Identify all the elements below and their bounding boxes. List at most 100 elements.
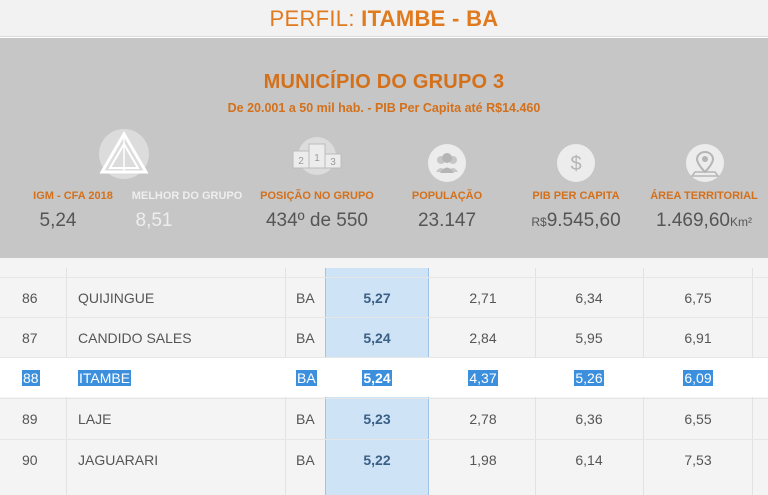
indicator-2-cell: 5,26 <box>536 358 642 398</box>
indicator-2-cell-text: 6,14 <box>575 452 603 468</box>
uf-cell-text: BA <box>296 330 315 346</box>
uf-cell: BA <box>296 358 324 398</box>
group-title: MUNICÍPIO DO GRUPO 3 <box>263 71 505 93</box>
indicator-3-cell: 7,53 <box>644 440 752 480</box>
page-title-name: ITAMBE - BA <box>361 6 499 31</box>
indicator-2-cell: 6,36 <box>536 399 642 439</box>
indicator-3-cell-text: 6,91 <box>684 330 712 346</box>
map-pin-icon <box>686 144 724 182</box>
table-row[interactable]: 86 QUIJINGUE BA 5,27 2,71 6,34 6,75 <box>0 277 768 317</box>
people-icon <box>428 144 466 182</box>
city-cell: JAGUARARI <box>78 440 278 480</box>
svg-text:1: 1 <box>314 153 320 164</box>
indicator-2-cell: 6,14 <box>536 440 642 480</box>
rank-cell-text: 86 <box>22 290 38 306</box>
indicator-3-cell: 6,09 <box>644 358 752 398</box>
uf-cell: BA <box>296 440 324 480</box>
rank-cell: 90 <box>22 440 62 480</box>
table-row[interactable]: 89 LAJE BA 5,23 2,78 6,36 6,55 <box>0 398 768 438</box>
rank-cell-text: 88 <box>22 370 40 386</box>
svg-text:2: 2 <box>298 156 304 167</box>
best-label: MELHOR DO GRUPO <box>131 190 243 202</box>
indicator-2-cell-text: 6,34 <box>575 290 603 306</box>
uf-cell: BA <box>296 399 324 439</box>
table-row[interactable]: 87 CANDIDO SALES BA 5,24 2,84 5,95 6,91 <box>0 317 768 357</box>
indicator-1-cell: 1,98 <box>432 440 534 480</box>
profile-panel: MUNICÍPIO DO GRUPO 3 De 20.001 a 50 mil … <box>0 38 768 258</box>
uf-cell-text: BA <box>296 290 315 306</box>
rank-cell: 88 <box>22 358 62 398</box>
score-cell: 5,27 <box>326 278 428 318</box>
indicator-3-cell: 6,75 <box>644 278 752 318</box>
uf-cell: BA <box>296 318 324 358</box>
rank-cell-text: 90 <box>22 452 38 468</box>
table-row[interactable]: 90 JAGUARARI BA 5,22 1,98 6,14 7,53 <box>0 439 768 479</box>
indicator-1-cell: 2,71 <box>432 278 534 318</box>
table-row[interactable]: 88 ITAMBE BA 5,24 4,37 5,26 6,09 <box>0 357 768 397</box>
page-title-prefix: PERFIL: <box>269 6 362 31</box>
rank-cell: 86 <box>22 278 62 318</box>
position-label: POSIÇÃO NO GRUPO <box>260 190 374 202</box>
igm-value: 5,24 <box>39 210 77 231</box>
indicator-1-cell: 4,37 <box>432 358 534 398</box>
indicator-3-cell-text: 6,75 <box>684 290 712 306</box>
population-value: 23.147 <box>417 210 477 231</box>
gdp-amount: 9.545,60 <box>546 210 621 231</box>
indicator-2-cell-text: 5,26 <box>574 370 604 386</box>
city-cell-text: CANDIDO SALES <box>78 330 192 346</box>
score-cell-text: 5,24 <box>363 330 391 346</box>
page-title: PERFIL: ITAMBE - BA <box>270 6 499 31</box>
score-cell: 5,22 <box>326 440 428 480</box>
city-cell-text: ITAMBE <box>78 370 132 386</box>
indicator-1-cell-text: 4,37 <box>468 370 498 386</box>
svg-text:$: $ <box>570 153 581 175</box>
city-cell: CANDIDO SALES <box>78 318 278 358</box>
indicator-2-cell-text: 6,36 <box>575 411 603 427</box>
city-cell: LAJE <box>78 399 278 439</box>
score-cell: 5,24 <box>326 358 428 398</box>
city-cell: ITAMBE <box>78 358 278 398</box>
population-label: POPULAÇÃO <box>411 190 483 202</box>
indicator-1-cell-text: 2,78 <box>469 411 497 427</box>
indicator-1-cell: 2,84 <box>432 318 534 358</box>
uf-cell-text: BA <box>296 452 315 468</box>
position-value: 434º de 550 <box>265 210 369 231</box>
igm-label: IGM - CFA 2018 <box>33 190 113 202</box>
indicator-3-cell-text: 6,09 <box>683 370 713 386</box>
svg-text:3: 3 <box>330 157 336 168</box>
score-cell-text: 5,23 <box>363 411 391 427</box>
area-label: ÁREA TERRITORIAL <box>650 190 758 202</box>
ranking-table: 86 QUIJINGUE BA 5,27 2,71 6,34 6,75 87 CANDIDO S… <box>0 258 768 495</box>
city-cell-text: LAJE <box>78 411 112 427</box>
indicator-2-cell-text: 5,95 <box>575 330 603 346</box>
igm-triangle-icon <box>96 128 152 180</box>
indicator-2-cell: 5,95 <box>536 318 642 358</box>
city-cell-text: JAGUARARI <box>78 452 159 468</box>
area-unit: Km² <box>729 215 752 229</box>
rank-cell: 89 <box>22 399 62 439</box>
indicator-3-cell-text: 6,55 <box>684 411 712 427</box>
gdp-label: PIB PER CAPITA <box>532 190 620 202</box>
rank-cell-text: 89 <box>22 411 38 427</box>
rank-cell-text: 87 <box>22 330 38 346</box>
podium-icon: 1 2 3 <box>289 137 345 175</box>
score-cell-text: 5,27 <box>363 290 391 306</box>
gdp-value: R$9.545,60 <box>516 210 636 232</box>
gdp-currency: R$ <box>531 215 547 229</box>
area-amount: 1.469,60 <box>656 210 730 231</box>
dollar-icon: $ <box>557 144 595 182</box>
rank-cell: 87 <box>22 318 62 358</box>
group-subtitle: De 20.001 a 50 mil hab. - PIB Per Capita… <box>227 101 541 115</box>
indicator-3-cell-text: 7,53 <box>684 452 712 468</box>
indicator-1-cell-text: 2,84 <box>469 330 497 346</box>
area-value: 1.469,60Km² <box>646 210 762 232</box>
score-cell: 5,24 <box>326 318 428 358</box>
indicator-2-cell: 6,34 <box>536 278 642 318</box>
uf-cell-text: BA <box>296 370 317 386</box>
indicator-1-cell-text: 1,98 <box>469 452 497 468</box>
best-value: 8,51 <box>135 210 173 231</box>
indicator-1-cell-text: 2,71 <box>469 290 497 306</box>
uf-cell-text: BA <box>296 411 315 427</box>
uf-cell: BA <box>296 278 324 318</box>
